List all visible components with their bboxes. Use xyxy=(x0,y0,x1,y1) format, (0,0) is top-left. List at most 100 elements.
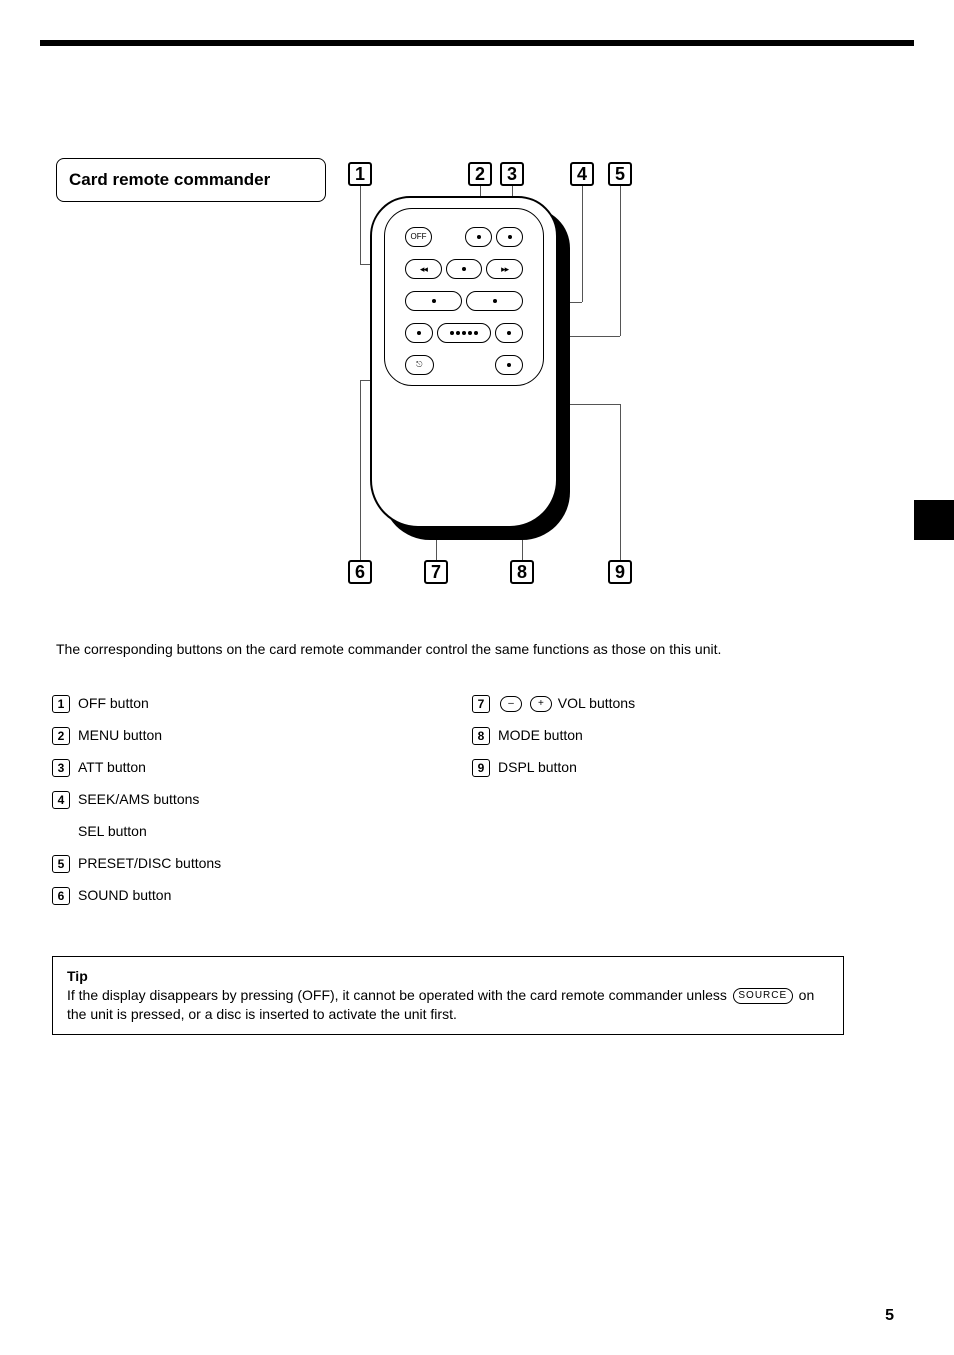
menu-icon xyxy=(466,228,491,246)
callout-1-num: 1 xyxy=(355,164,365,184)
source-button-glyph: SOURCE xyxy=(733,988,793,1004)
legend-text: OFF button xyxy=(78,694,149,712)
legend-text: MENU button xyxy=(78,726,162,744)
remote-body: OFF ◂◂ ▸▸ xyxy=(370,196,558,528)
dspl-icon xyxy=(496,356,523,374)
legend-row: 2 MENU button xyxy=(52,726,432,752)
btn-off-label: OFF xyxy=(406,228,431,246)
btn-sel xyxy=(446,259,483,279)
mode-icon xyxy=(496,324,522,342)
tip-label: Tip xyxy=(67,968,88,984)
btn-off: OFF xyxy=(405,227,432,247)
legend-num: 5 xyxy=(52,855,70,873)
btn-sound xyxy=(405,323,433,343)
callout-4-num: 4 xyxy=(577,164,587,184)
legend-num: 6 xyxy=(52,887,70,905)
vol-minus-icon: – xyxy=(500,696,522,712)
btn-preset-down xyxy=(405,291,462,311)
btn-mode xyxy=(495,323,523,343)
callout-1: 1 xyxy=(348,162,372,186)
side-tab xyxy=(914,500,954,540)
remote-row-5: ⎋ xyxy=(405,355,523,375)
legend-num: 9 xyxy=(472,759,490,777)
btn-vol xyxy=(437,323,491,343)
legend-left-column: 1 OFF button 2 MENU button 3 ATT button … xyxy=(52,694,432,918)
legend-row: 7 – + VOL buttons xyxy=(472,694,852,720)
legend-text: SEL button xyxy=(78,822,147,840)
legend-num: 4 xyxy=(52,791,70,809)
legend-text: – + VOL buttons xyxy=(498,694,635,712)
legend-num: 3 xyxy=(52,759,70,777)
legend-row: 8 MODE button xyxy=(472,726,852,752)
legend-text: DSPL button xyxy=(498,758,577,776)
spacer xyxy=(438,355,491,375)
att-icon xyxy=(497,228,522,246)
top-rule xyxy=(40,40,914,46)
callout-4: 4 xyxy=(570,162,594,186)
callout-8: 8 xyxy=(510,560,534,584)
callout-2: 2 xyxy=(468,162,492,186)
callout-2-num: 2 xyxy=(475,164,485,184)
remote-row-4 xyxy=(405,323,523,343)
legend-row: SEL button xyxy=(52,822,432,848)
legend-text: ATT button xyxy=(78,758,146,776)
legend-right-column: 7 – + VOL buttons 8 MODE button 9 DSPL b… xyxy=(472,694,852,790)
tip-text-before: If the display disappears by pressing (O… xyxy=(67,987,731,1003)
callout-7-num: 7 xyxy=(431,562,441,582)
legend-row: 6 SOUND button xyxy=(52,886,432,912)
callout-8-num: 8 xyxy=(517,562,527,582)
btn-source: ⎋ xyxy=(405,355,434,375)
legend-num: 2 xyxy=(52,727,70,745)
btn-menu xyxy=(465,227,492,247)
section-title-card: Card remote commander xyxy=(56,158,326,202)
vol-plus-icon: + xyxy=(530,696,552,712)
callout-6-num: 6 xyxy=(355,562,365,582)
rewind-icon: ◂◂ xyxy=(406,260,441,278)
callout-9: 9 xyxy=(608,560,632,584)
legend-text: PRESET/DISC buttons xyxy=(78,854,221,872)
leader-9a xyxy=(620,404,621,560)
legend-row: 4 SEEK/AMS buttons xyxy=(52,790,432,816)
callout-9-num: 9 xyxy=(615,562,625,582)
tip-box: Tip If the display disappears by pressin… xyxy=(52,956,844,1035)
minus-icon xyxy=(406,292,461,310)
callout-3: 3 xyxy=(500,162,524,186)
callout-7: 7 xyxy=(424,560,448,584)
btn-seek-rev: ◂◂ xyxy=(405,259,442,279)
sel-icon xyxy=(447,260,482,278)
callout-5: 5 xyxy=(608,162,632,186)
leader-5a xyxy=(620,186,621,336)
source-icon: ⎋ xyxy=(406,356,433,374)
legend-row: 3 ATT button xyxy=(52,758,432,784)
vol-icon xyxy=(438,324,490,342)
footer-page-number: 5 xyxy=(885,1307,894,1325)
legend-text-span: VOL buttons xyxy=(558,695,635,711)
legend-row: 5 PRESET/DISC buttons xyxy=(52,854,432,880)
legend-num: 8 xyxy=(472,727,490,745)
remote-diagram: OFF ◂◂ ▸▸ xyxy=(360,190,590,560)
remote-row-2: ◂◂ ▸▸ xyxy=(405,259,523,279)
btn-preset-up xyxy=(466,291,523,311)
forward-icon: ▸▸ xyxy=(487,260,522,278)
btn-att xyxy=(496,227,523,247)
remote-row-3 xyxy=(405,291,523,311)
legend-row: 1 OFF button xyxy=(52,694,432,720)
spacer xyxy=(436,227,461,247)
legend-text: SEEK/AMS buttons xyxy=(78,790,199,808)
remote-row-1: OFF xyxy=(405,227,523,247)
callout-6: 6 xyxy=(348,560,372,584)
btn-seek-fwd: ▸▸ xyxy=(486,259,523,279)
callout-3-num: 3 xyxy=(507,164,517,184)
legend-num: 1 xyxy=(52,695,70,713)
legend-num: 7 xyxy=(472,695,490,713)
sound-icon xyxy=(406,324,432,342)
btn-dspl xyxy=(495,355,524,375)
legend-heading: The corresponding buttons on the card re… xyxy=(56,640,844,659)
legend-row: 9 DSPL button xyxy=(472,758,852,784)
section-title-text: Card remote commander xyxy=(69,170,270,190)
remote-inner: OFF ◂◂ ▸▸ xyxy=(384,208,544,386)
plus-icon xyxy=(467,292,522,310)
legend-text: SOUND button xyxy=(78,886,171,904)
legend-text: MODE button xyxy=(498,726,583,744)
callout-5-num: 5 xyxy=(615,164,625,184)
